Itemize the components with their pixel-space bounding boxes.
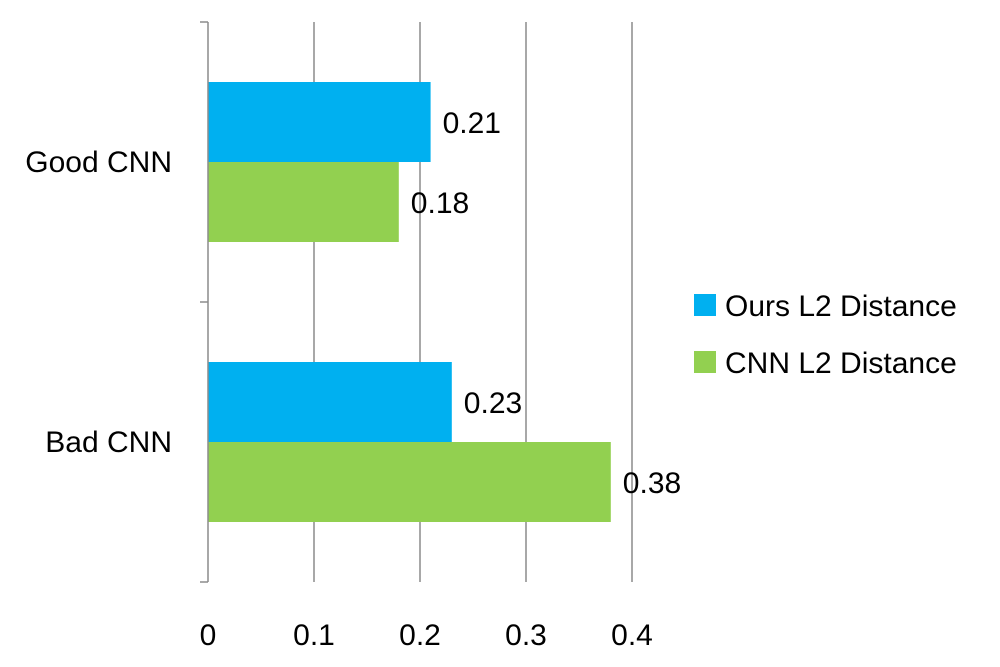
- legend-swatch: [694, 294, 716, 316]
- x-tick-label: 0: [200, 619, 217, 652]
- x-tick-label: 0.2: [399, 619, 441, 652]
- legend-label: CNN L2 Distance: [725, 347, 957, 380]
- bar-ours: [208, 82, 431, 162]
- bar-ours: [208, 362, 452, 442]
- bar-cnn: [208, 442, 611, 522]
- bars: [208, 82, 611, 522]
- category-label: Good CNN: [25, 146, 172, 179]
- bar-value-label: 0.21: [443, 107, 501, 140]
- bar-value-label: 0.38: [623, 467, 681, 500]
- bar-value-label: 0.18: [411, 187, 469, 220]
- legend: Ours L2 Distance CNN L2 Distance: [694, 290, 957, 380]
- legend-swatch: [694, 351, 716, 373]
- x-tick-label: 0.1: [293, 619, 335, 652]
- axes: [200, 21, 209, 583]
- x-tick-label: 0.3: [505, 619, 547, 652]
- labels: 0 0.1 0.2 0.3 0.4 Good CNN 0.21 0.18 Bad CNN 0.23…: [25, 107, 681, 652]
- category-label: Bad CNN: [45, 426, 172, 459]
- bar-cnn: [208, 162, 399, 242]
- x-tick-label: 0.4: [611, 619, 653, 652]
- legend-label: Ours L2 Distance: [725, 290, 957, 323]
- bar-value-label: 0.23: [464, 387, 522, 420]
